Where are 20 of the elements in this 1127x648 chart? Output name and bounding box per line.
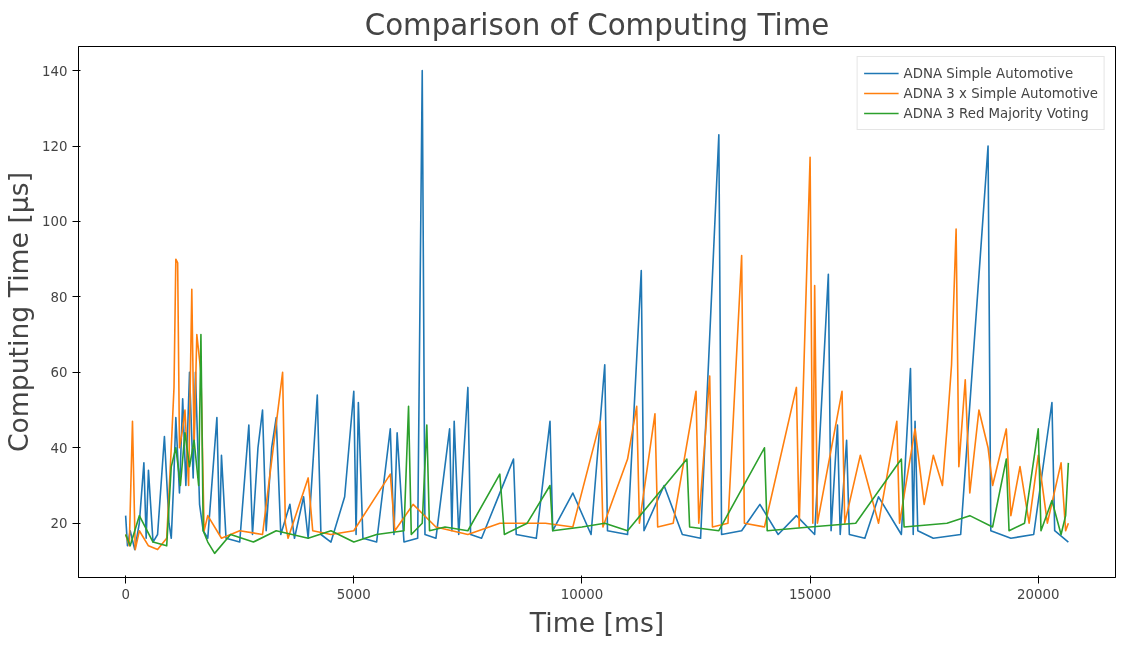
line-series	[124, 333, 1070, 555]
chart-title: Comparison of Computing Time	[364, 7, 830, 42]
y-tick-label: 40	[50, 440, 68, 456]
x-tick-label: 0	[121, 586, 130, 602]
x-axis-title: Time [ms]	[528, 606, 665, 638]
x-tick-label: 20000	[1017, 586, 1060, 602]
legend-label: ADNA 3 Red Majority Voting	[903, 105, 1089, 121]
line-series	[124, 156, 1070, 551]
y-tick-label: 120	[42, 139, 68, 155]
y-axis-title: Computing Time [μs]	[3, 171, 35, 453]
y-tick-label: 80	[50, 289, 68, 305]
y-tick-label: 20	[50, 516, 68, 532]
legend-label: ADNA 3 x Simple Automotive	[903, 85, 1098, 101]
y-tick-label: 60	[50, 365, 68, 381]
x-tick-label: 5000	[336, 586, 371, 602]
legend-label: ADNA Simple Automotive	[903, 65, 1074, 81]
y-tick-label: 140	[42, 63, 68, 79]
x-tick-label: 10000	[560, 586, 604, 602]
x-tick-label: 15000	[788, 586, 832, 602]
y-tick-label: 100	[42, 214, 68, 230]
